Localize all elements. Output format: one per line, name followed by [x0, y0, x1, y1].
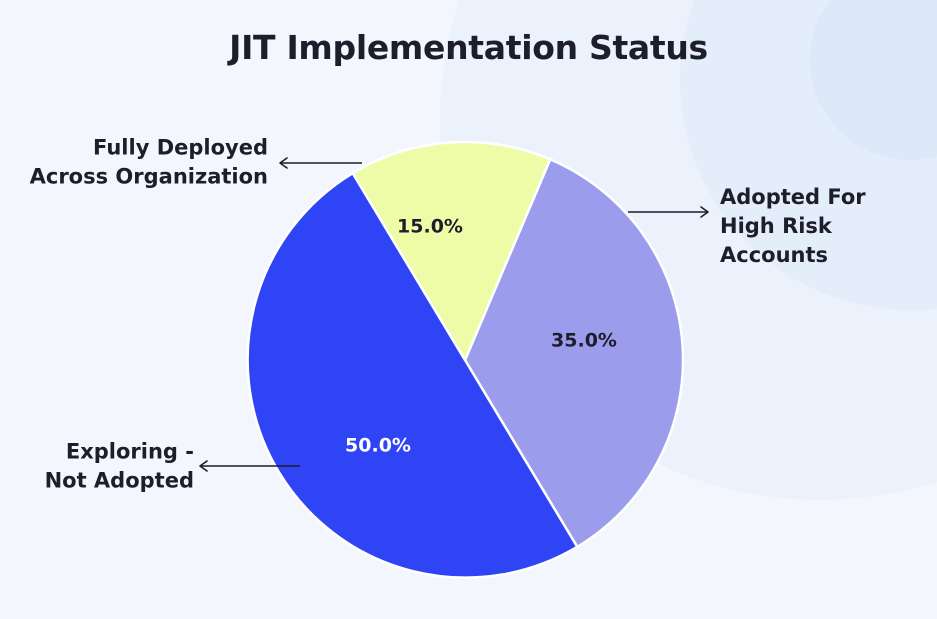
slice-category-label: Exploring -Not Adopted: [45, 440, 194, 493]
pie-percent-labels: 35.0% 50.0% 15.0%: [345, 216, 617, 457]
slice-category-label: Fully Deployed Across Organization: [30, 136, 268, 189]
slice-percent-label: 35.0%: [551, 330, 617, 352]
slice-percent-label: 15.0%: [397, 216, 463, 238]
chart-title: JIT Implementation Status: [229, 28, 708, 67]
callout-arrow-head: [700, 206, 709, 218]
pie-slices: [246, 140, 685, 579]
pie-callouts: Adopted For High Risk Accounts Exploring -N…: [30, 136, 867, 493]
callout-arrow-head: [199, 460, 208, 472]
pie-slice-2: [246, 171, 579, 579]
slice-percent-label: 50.0%: [345, 435, 411, 457]
pie-slice-3: [351, 140, 552, 362]
callout-arrow-head: [279, 157, 288, 169]
slice-category-label: Adopted For High Risk Accounts: [720, 185, 866, 267]
